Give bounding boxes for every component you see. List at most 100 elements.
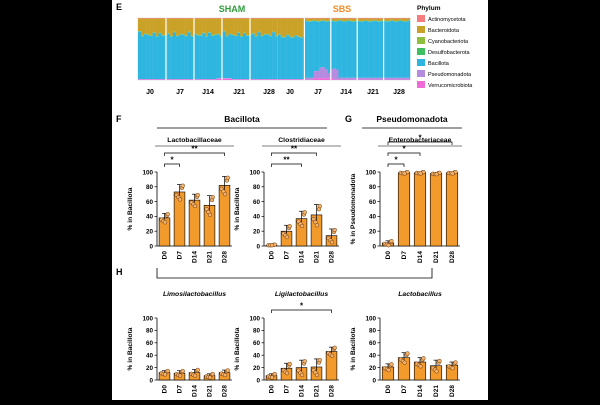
panel-label-e: E <box>116 2 122 12</box>
stacked-bar-segment <box>147 79 150 80</box>
data-point <box>273 372 277 376</box>
legend-swatch <box>417 70 425 77</box>
stacked-bar-segment <box>205 19 208 36</box>
stacked-bar-segment <box>284 79 287 80</box>
stacked-bar-segment <box>372 19 375 21</box>
stacked-bar-segment <box>202 19 205 33</box>
data-point <box>318 358 322 362</box>
stacked-bar-segment <box>333 22 336 69</box>
data-point <box>438 359 442 363</box>
stacked-bar-segment <box>322 19 325 21</box>
stacked-bar-segment <box>156 19 159 36</box>
stacked-bar-segment <box>314 21 317 71</box>
stacked-bar-segment <box>226 18 229 19</box>
stacked-bar-segment <box>196 19 199 35</box>
y-tick-label: 60 <box>146 340 154 347</box>
x-tick-label: D21 <box>433 385 440 397</box>
x-tick-label: D21 <box>207 385 214 397</box>
stacked-bar-segment <box>366 19 369 21</box>
stacked-bar-segment <box>394 78 397 80</box>
stacked-bar-segment <box>306 19 309 21</box>
stacked-bar-segment <box>240 19 243 36</box>
stacked-bar-segment <box>300 19 303 38</box>
stacked-bar-segment <box>385 18 388 19</box>
stacked-bar-segment <box>286 79 289 80</box>
stacked-bar-segment <box>272 32 275 79</box>
stacked-bar-segment <box>358 18 361 19</box>
stacked-bar-segment <box>328 21 331 73</box>
stacked-bar-segment <box>377 22 380 78</box>
stacked-bar-segment <box>405 22 408 78</box>
legend-label: Bacteroidota <box>428 28 460 34</box>
significance-label: * <box>170 156 174 165</box>
stacked-bar-segment <box>402 18 405 19</box>
stacked-bar-segment <box>350 21 353 77</box>
data-point <box>196 368 200 372</box>
stacked-bar-segment <box>150 18 153 19</box>
stacked-bar-segment <box>191 18 194 19</box>
stacked-bar-segment <box>223 79 226 80</box>
stacked-bar-segment <box>141 19 144 36</box>
stacked-bar-segment <box>161 79 164 80</box>
stacked-bar-segment <box>289 19 292 37</box>
stacked-bar-segment <box>405 18 408 19</box>
stacked-bar-segment <box>311 21 314 78</box>
stacked-bar-segment <box>170 19 173 36</box>
x-tick-label: D21 <box>433 251 440 263</box>
stacked-bar-segment <box>167 34 170 79</box>
sham-timepoint-label: J0 <box>146 89 154 96</box>
y-tick-label: 100 <box>365 169 376 176</box>
stacked-bar-segment <box>263 19 266 34</box>
stacked-bar-segment <box>173 79 176 80</box>
stacked-bar-segment <box>292 38 295 79</box>
x-tick-label: D28 <box>449 385 456 397</box>
y-tick-label: 0 <box>149 243 153 250</box>
stacked-bar-segment <box>231 79 234 80</box>
stacked-bar-segment <box>211 36 214 79</box>
y-tick-label: 100 <box>249 315 260 322</box>
data-point <box>387 368 391 372</box>
stacked-bar-segment <box>297 37 300 79</box>
stacked-bar-segment <box>182 35 185 79</box>
stacked-bar-segment <box>328 19 331 21</box>
y-tick-label: 40 <box>146 353 154 360</box>
stacked-bar-segment <box>173 18 176 19</box>
stacked-bar-segment <box>211 79 214 80</box>
stacked-bar-segment <box>297 19 300 37</box>
significance-label: * <box>300 302 304 311</box>
stacked-bar-segment <box>328 18 331 19</box>
x-tick-label: D0 <box>385 251 392 260</box>
stacked-bar-segment <box>167 18 170 19</box>
data-point <box>451 366 455 370</box>
data-point <box>166 369 170 373</box>
stacked-bar-segment <box>314 19 317 21</box>
stacked-bar-segment <box>289 37 292 79</box>
y-tick-label: 100 <box>142 315 153 322</box>
panel-label-f: F <box>116 114 122 124</box>
x-tick-label: D14 <box>299 385 306 397</box>
stacked-bar-segment <box>255 18 258 19</box>
stacked-bar-segment <box>325 69 328 78</box>
stacked-bar-segment <box>363 78 366 80</box>
legend-swatch <box>417 15 425 22</box>
data-point <box>330 240 334 244</box>
data-point <box>208 376 212 380</box>
stacked-bar-segment <box>366 18 369 19</box>
y-tick-label: 80 <box>146 328 154 335</box>
sham-timepoint-label: J14 <box>202 89 214 96</box>
data-point <box>419 172 423 176</box>
y-tick-label: 0 <box>372 377 376 384</box>
figure-panel: E SHAM SBS J0 J7 J14 J21 J28 J0 J7 J14 J… <box>112 0 488 400</box>
x-tick-label: D21 <box>314 385 321 397</box>
stacked-bar-segment <box>156 79 159 80</box>
stacked-bar-segment <box>317 71 320 78</box>
stacked-bar-segment <box>150 19 153 36</box>
stacked-bar-segment <box>399 78 402 80</box>
stacked-bar-segment <box>153 33 156 79</box>
stacked-bar-segment <box>366 78 369 80</box>
significance-label: * <box>394 156 398 165</box>
stacked-bar-segment <box>243 79 246 80</box>
y-axis-label: % in Bacillota <box>234 327 241 370</box>
stacked-bar-segment <box>314 18 317 19</box>
